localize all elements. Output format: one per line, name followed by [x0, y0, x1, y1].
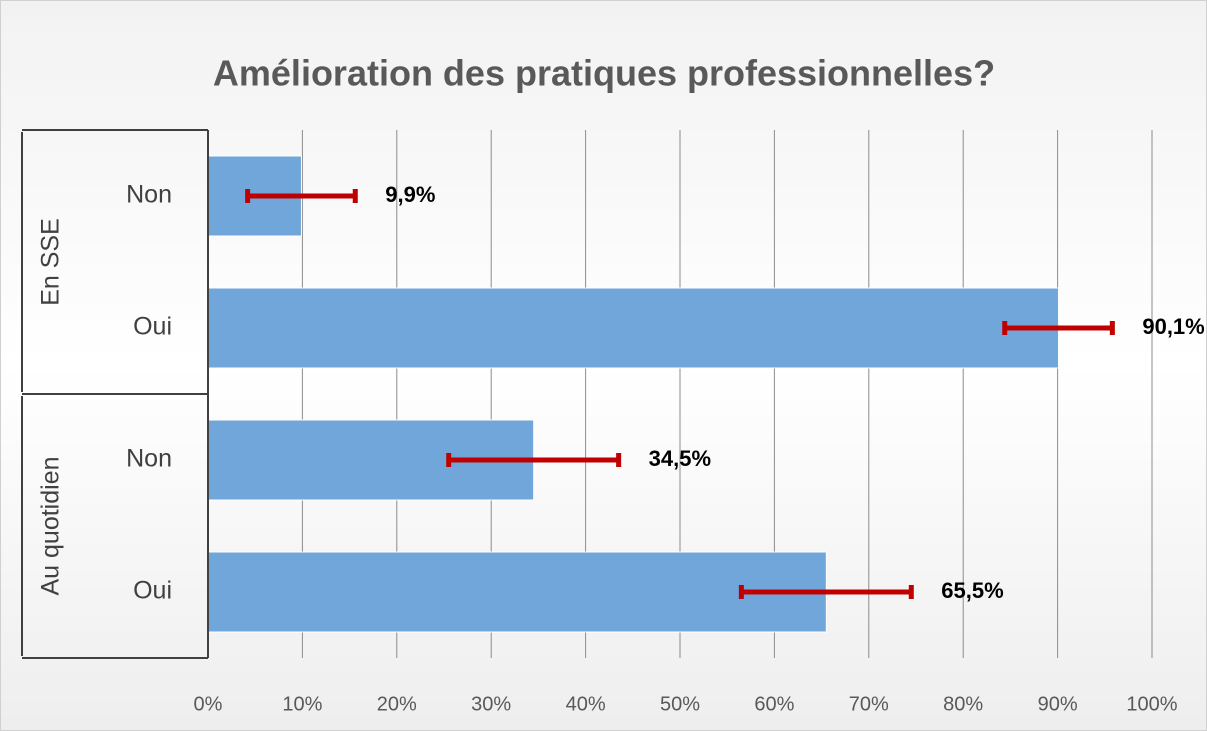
x-tick-label: 10%: [282, 693, 322, 715]
x-tick-label: 50%: [660, 693, 700, 715]
x-tick-label: 20%: [377, 693, 417, 715]
chart-title: Amélioration des pratiques professionnel…: [213, 53, 995, 94]
category-label: Non: [126, 181, 172, 209]
x-tick-label: 30%: [471, 693, 511, 715]
x-tick-label: 100%: [1126, 693, 1177, 715]
x-tick-label: 60%: [754, 693, 794, 715]
category-label: Non: [126, 445, 172, 473]
value-label: 90,1%: [1142, 314, 1204, 339]
x-tick-label: 0%: [194, 693, 223, 715]
bar: [207, 287, 1060, 369]
x-tick-label: 90%: [1038, 693, 1078, 715]
value-label: 9,9%: [385, 182, 435, 207]
group-label: En SSE: [37, 218, 65, 306]
x-tick-label: 80%: [943, 693, 983, 715]
value-label: 65,5%: [941, 578, 1003, 603]
category-label: Oui: [133, 577, 172, 605]
value-label: 34,5%: [649, 446, 711, 471]
category-label: Oui: [133, 313, 172, 341]
bar: [207, 551, 827, 633]
group-label: Au quotidien: [37, 456, 65, 595]
x-tick-label: 40%: [566, 693, 606, 715]
x-tick-label: 70%: [849, 693, 889, 715]
